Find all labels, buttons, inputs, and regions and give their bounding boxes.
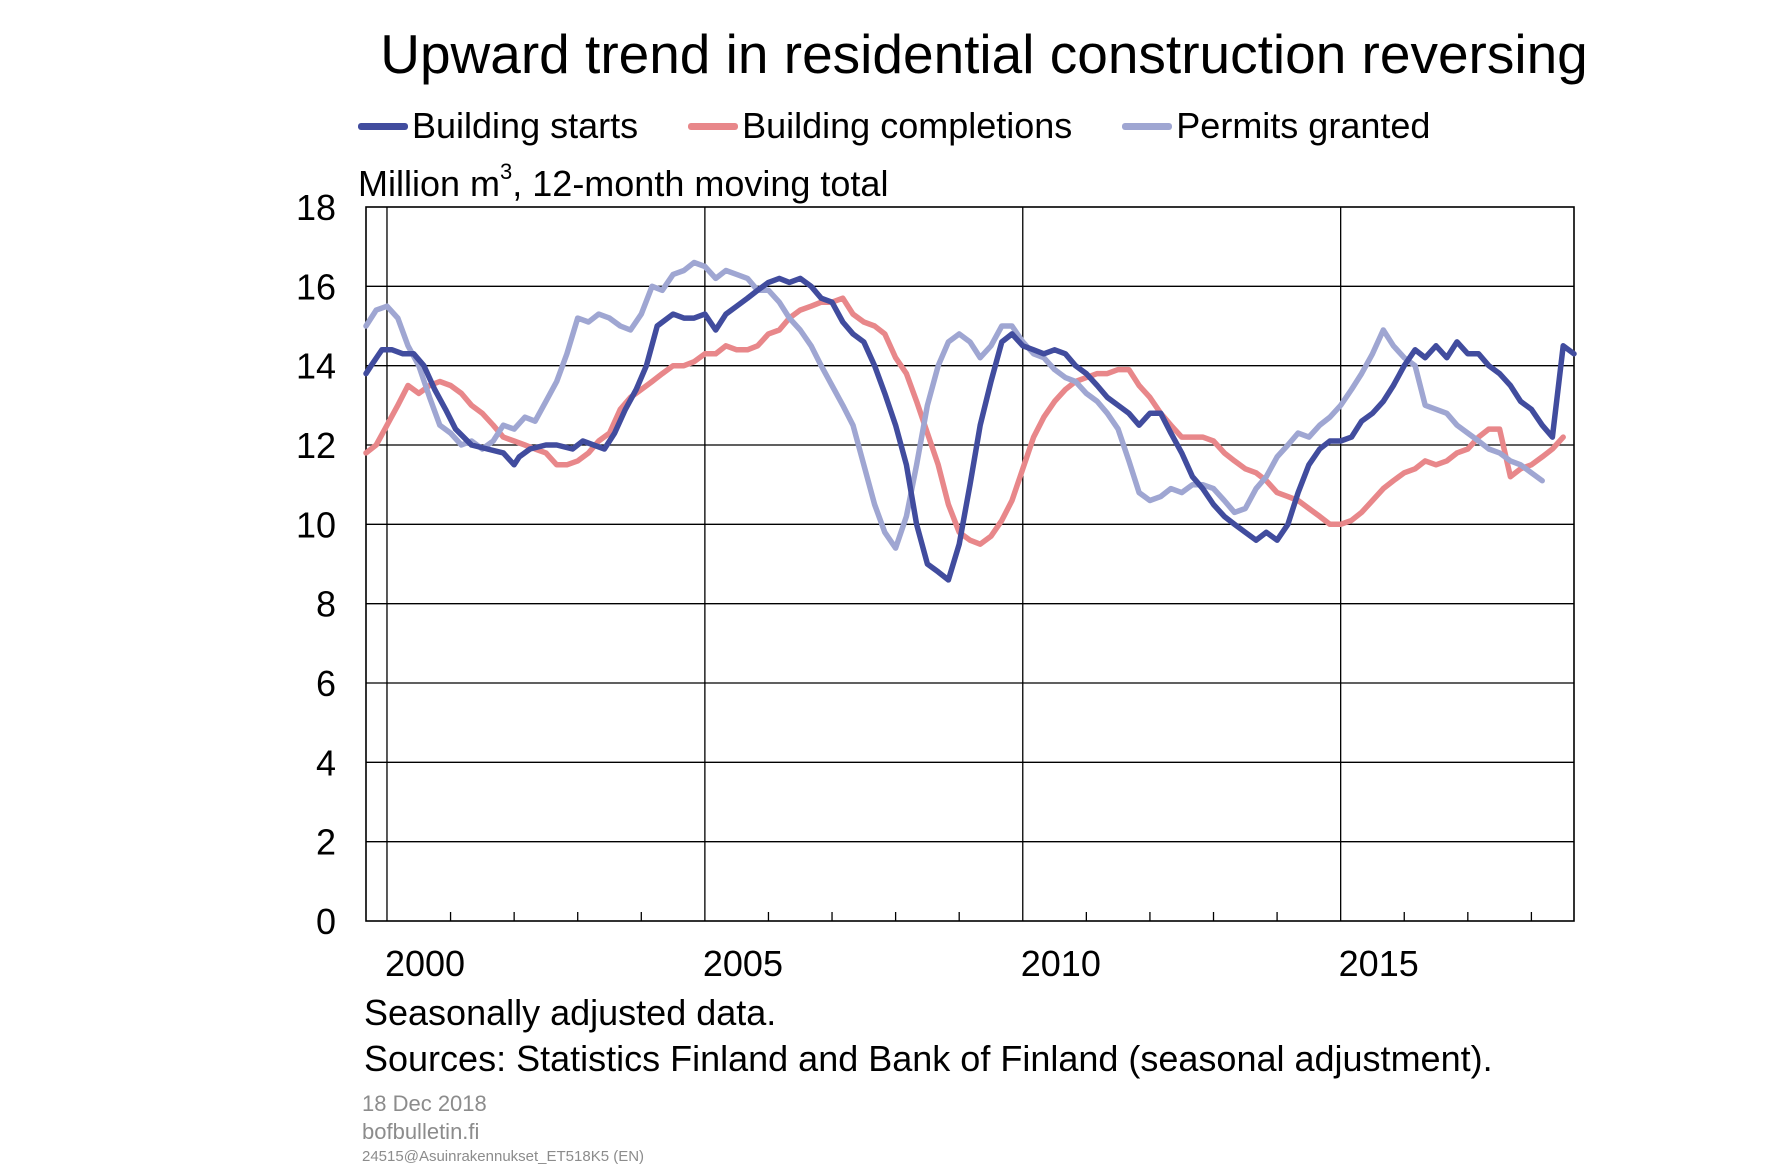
series-line-permits-granted bbox=[363, 259, 1545, 551]
legend-label-building-starts: Building starts bbox=[412, 105, 639, 146]
publication-meta: 18 Dec 2018 bofbulletin.fi 24515@Asuinra… bbox=[362, 1090, 644, 1168]
legend-item-building-starts: Building starts bbox=[358, 105, 638, 147]
legend-label-permits-granted: Permits granted bbox=[1176, 105, 1431, 146]
plot-frame bbox=[365, 206, 1575, 922]
y-tick-label-18: 18 bbox=[296, 187, 336, 228]
y-tick-label-8: 8 bbox=[316, 584, 336, 625]
unit-label-pre: Million m bbox=[358, 163, 501, 204]
unit-label-sup: 3 bbox=[500, 159, 513, 184]
x-tick-label-2015: 2015 bbox=[1339, 943, 1419, 984]
y-tick-label-6: 6 bbox=[316, 663, 336, 704]
legend-swatch-building-starts bbox=[358, 122, 408, 130]
y-tick-label-14: 14 bbox=[296, 346, 336, 387]
unit-label: Million m3, 12-month moving total bbox=[358, 154, 888, 206]
x-tick-label-2000: 2000 bbox=[385, 943, 465, 984]
y-tick-label-0: 0 bbox=[316, 901, 336, 942]
legend-swatch-building-completions bbox=[688, 122, 739, 130]
publication-date: 18 Dec 2018 bbox=[362, 1091, 487, 1116]
legend-label-building-completions: Building completions bbox=[742, 105, 1073, 146]
unit-label-post: , 12-month moving total bbox=[512, 163, 889, 204]
y-tick-label-16: 16 bbox=[296, 266, 336, 307]
chart-notes: Seasonally adjusted data. Sources: Stati… bbox=[364, 990, 1493, 1082]
y-tick-label-10: 10 bbox=[296, 504, 336, 545]
x-tick-label-2010: 2010 bbox=[1021, 943, 1101, 984]
note-sources: Sources: Statistics Finland and Bank of … bbox=[364, 1038, 1493, 1079]
legend-item-building-completions: Building completions bbox=[688, 105, 1072, 147]
note-seasonal: Seasonally adjusted data. bbox=[364, 992, 777, 1033]
y-tick-label-2: 2 bbox=[316, 822, 336, 863]
chart-title: Upward trend in residential construction… bbox=[380, 23, 1588, 85]
series-line-building-completions bbox=[363, 295, 1566, 547]
y-tick-label-4: 4 bbox=[316, 742, 336, 783]
legend-swatch-permits-granted bbox=[1122, 122, 1173, 130]
chart-code: 24515@Asuinrakennukset_ET518K5 (EN) bbox=[362, 1148, 645, 1165]
publication-site: bofbulletin.fi bbox=[362, 1119, 480, 1144]
x-tick-label-2005: 2005 bbox=[703, 943, 783, 984]
series-line-building-starts bbox=[363, 275, 1577, 583]
legend-item-permits-granted: Permits granted bbox=[1122, 105, 1430, 147]
y-tick-label-12: 12 bbox=[296, 425, 336, 466]
legend: Building starts Building completions Per… bbox=[358, 104, 1430, 148]
